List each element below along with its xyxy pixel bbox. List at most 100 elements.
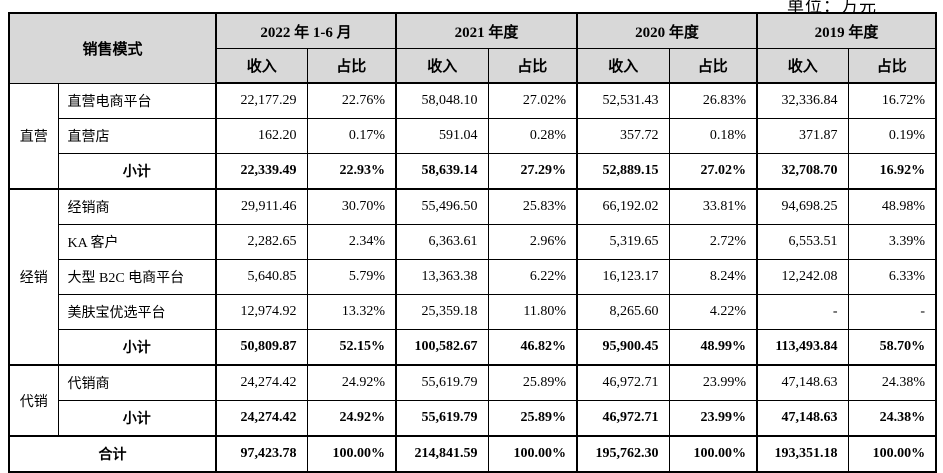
period-header-2022: 2022 年 1-6 月 bbox=[215, 12, 397, 49]
revenue-cell: 6,363.61 bbox=[395, 224, 489, 260]
share-cell: 0.18% bbox=[668, 118, 758, 154]
revenue-cell: 24,274.42 bbox=[215, 364, 308, 401]
revenue-cell: 94,698.25 bbox=[756, 188, 849, 225]
share-header-2021: 占比 bbox=[487, 48, 578, 84]
revenue-cell: 47,148.63 bbox=[756, 400, 849, 437]
share-cell: 25.83% bbox=[487, 188, 578, 225]
model-label: 经销商 bbox=[57, 188, 217, 225]
subtotal-label: 小计 bbox=[57, 400, 217, 437]
revenue-cell: 12,974.92 bbox=[215, 294, 308, 330]
share-cell: 16.72% bbox=[847, 82, 937, 119]
share-cell: 2.34% bbox=[306, 224, 397, 260]
share-cell: 27.29% bbox=[487, 153, 578, 190]
revenue-cell: 97,423.78 bbox=[215, 435, 308, 473]
share-cell: 24.38% bbox=[847, 400, 937, 437]
revenue-cell: 2,282.65 bbox=[215, 224, 308, 260]
revenue-cell: 47,148.63 bbox=[756, 364, 849, 401]
table-row: 美肤宝优选平台 12,974.92 13.32% 25,359.18 11.80… bbox=[9, 294, 937, 330]
share-cell: 30.70% bbox=[306, 188, 397, 225]
share-cell: 24.38% bbox=[847, 364, 937, 401]
revenue-cell: 162.20 bbox=[215, 118, 308, 154]
revenue-cell: 46,972.71 bbox=[576, 364, 670, 401]
revenue-cell: 100,582.67 bbox=[395, 329, 489, 366]
subtotal-row: 小计 50,809.87 52.15% 100,582.67 46.82% 95… bbox=[9, 329, 937, 366]
share-cell: 48.98% bbox=[847, 188, 937, 225]
revenue-cell: 32,336.84 bbox=[756, 82, 849, 119]
share-cell: 16.92% bbox=[847, 153, 937, 190]
revenue-cell: 357.72 bbox=[576, 118, 670, 154]
revenue-cell: 58,639.14 bbox=[395, 153, 489, 190]
group-cell-consignment: 代销 bbox=[8, 364, 59, 437]
share-cell: 26.83% bbox=[668, 82, 758, 119]
revenue-cell: 55,496.50 bbox=[395, 188, 489, 225]
model-label: 美肤宝优选平台 bbox=[57, 294, 217, 330]
subtotal-label: 小计 bbox=[57, 153, 217, 190]
table-row: 直营店 162.20 0.17% 591.04 0.28% 357.72 0.1… bbox=[9, 118, 937, 154]
revenue-header-2020: 收入 bbox=[576, 48, 670, 84]
share-cell: - bbox=[847, 294, 937, 330]
sales-model-table: 销售模式 2022 年 1-6 月 2021 年度 2020 年度 2019 年… bbox=[8, 12, 938, 473]
revenue-cell: 113,493.84 bbox=[756, 329, 849, 366]
revenue-cell: 25,359.18 bbox=[395, 294, 489, 330]
group-cell-distribution: 经销 bbox=[8, 188, 59, 366]
subtotal-row: 小计 24,274.42 24.92% 55,619.79 25.89% 46,… bbox=[9, 400, 937, 437]
share-cell: 52.15% bbox=[306, 329, 397, 366]
table-row: 直营 直营电商平台 22,177.29 22.76% 58,048.10 27.… bbox=[8, 82, 937, 190]
share-header-2019: 占比 bbox=[847, 48, 937, 84]
share-cell: 3.39% bbox=[847, 224, 937, 260]
share-cell: 11.80% bbox=[487, 294, 578, 330]
sales-mode-header: 销售模式 bbox=[8, 12, 217, 84]
revenue-cell: 50,809.87 bbox=[215, 329, 308, 366]
revenue-header-2022: 收入 bbox=[215, 48, 308, 84]
share-cell: 8.24% bbox=[668, 259, 758, 295]
share-cell: 24.92% bbox=[306, 364, 397, 401]
revenue-cell: 52,889.15 bbox=[576, 153, 670, 190]
revenue-cell: 32,708.70 bbox=[756, 153, 849, 190]
revenue-cell: 29,911.46 bbox=[215, 188, 308, 225]
revenue-cell: 371.87 bbox=[756, 118, 849, 154]
revenue-header-2021: 收入 bbox=[395, 48, 489, 84]
subtotal-row: 小计 22,339.49 22.93% 58,639.14 27.29% 52,… bbox=[9, 153, 937, 190]
model-label: 直营电商平台 bbox=[57, 82, 217, 119]
period-header-2019: 2019 年度 bbox=[756, 12, 937, 49]
revenue-cell: 193,351.18 bbox=[756, 435, 849, 473]
revenue-cell: 95,900.45 bbox=[576, 329, 670, 366]
share-cell: 2.96% bbox=[487, 224, 578, 260]
share-header-2022: 占比 bbox=[306, 48, 397, 84]
period-header-2020: 2020 年度 bbox=[576, 12, 758, 49]
share-cell: 33.81% bbox=[668, 188, 758, 225]
table-row: 大型 B2C 电商平台 5,640.85 5.79% 13,363.38 6.2… bbox=[9, 259, 937, 295]
header-row-metrics: 收入 占比 收入 占比 收入 占比 收入 占比 bbox=[9, 48, 937, 84]
period-header-2021: 2021 年度 bbox=[395, 12, 578, 49]
share-cell: 100.00% bbox=[306, 435, 397, 473]
table-body: 直营 直营电商平台 22,177.29 22.76% 58,048.10 27.… bbox=[8, 82, 937, 473]
table-header: 销售模式 2022 年 1-6 月 2021 年度 2020 年度 2019 年… bbox=[8, 12, 937, 84]
revenue-cell: - bbox=[756, 294, 849, 330]
subtotal-label: 小计 bbox=[57, 329, 217, 366]
share-cell: 13.32% bbox=[306, 294, 397, 330]
revenue-cell: 58,048.10 bbox=[395, 82, 489, 119]
share-header-2020: 占比 bbox=[668, 48, 758, 84]
revenue-cell: 55,619.79 bbox=[395, 364, 489, 401]
share-cell: 25.89% bbox=[487, 364, 578, 401]
table-row: KA 客户 2,282.65 2.34% 6,363.61 2.96% 5,31… bbox=[9, 224, 937, 260]
share-cell: 2.72% bbox=[668, 224, 758, 260]
revenue-cell: 12,242.08 bbox=[756, 259, 849, 295]
share-cell: 48.99% bbox=[668, 329, 758, 366]
revenue-cell: 24,274.42 bbox=[215, 400, 308, 437]
model-label: 直营店 bbox=[57, 118, 217, 154]
share-cell: 5.79% bbox=[306, 259, 397, 295]
model-label: KA 客户 bbox=[57, 224, 217, 260]
revenue-cell: 8,265.60 bbox=[576, 294, 670, 330]
revenue-cell: 22,177.29 bbox=[215, 82, 308, 119]
share-cell: 27.02% bbox=[668, 153, 758, 190]
share-cell: 24.92% bbox=[306, 400, 397, 437]
model-label: 大型 B2C 电商平台 bbox=[57, 259, 217, 295]
share-cell: 22.76% bbox=[306, 82, 397, 119]
share-cell: 100.00% bbox=[487, 435, 578, 473]
share-cell: 22.93% bbox=[306, 153, 397, 190]
share-cell: 46.82% bbox=[487, 329, 578, 366]
share-cell: 0.17% bbox=[306, 118, 397, 154]
revenue-cell: 55,619.79 bbox=[395, 400, 489, 437]
revenue-cell: 16,123.17 bbox=[576, 259, 670, 295]
